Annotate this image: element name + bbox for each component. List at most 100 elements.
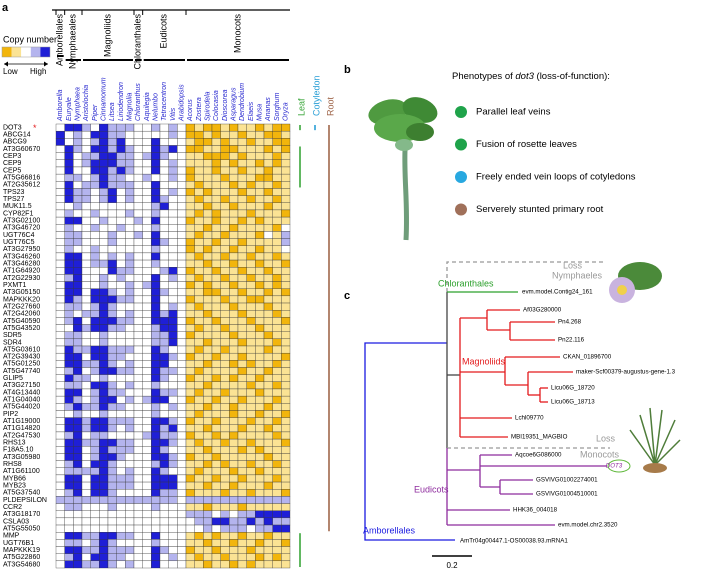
heatmap-cell (151, 302, 161, 311)
heatmap-cell (133, 202, 143, 211)
heatmap-cell (99, 181, 109, 189)
heatmap-cell (281, 310, 291, 318)
heatmap-cell (64, 188, 74, 196)
heatmap-cell (142, 259, 152, 268)
heatmap-cell (229, 295, 239, 304)
heatmap-cell (177, 317, 187, 325)
heatmap-cell (281, 496, 291, 504)
heatmap-cell (263, 360, 273, 368)
heatmap-cell (133, 224, 143, 232)
gene-label: AT3G05980 (3, 454, 40, 461)
heatmap-cell (125, 553, 135, 562)
heatmap-cell (125, 374, 135, 382)
heatmap-cell (81, 417, 91, 425)
heatmap-cell (159, 481, 169, 490)
heatmap-cell (64, 288, 74, 297)
heatmap-cell (255, 130, 265, 139)
heatmap-cell (185, 302, 195, 311)
gene-label: AT3G02100 (3, 218, 40, 225)
heatmap-cell (255, 510, 265, 519)
heatmap-cell (142, 374, 152, 382)
heatmap-cell (229, 130, 239, 139)
heatmap-cell (220, 417, 230, 425)
heatmap-cell (90, 173, 100, 182)
heatmap-cell (64, 138, 74, 146)
heatmap-cell (64, 195, 74, 203)
heatmap-cell (185, 166, 195, 175)
heatmap-cell (116, 403, 126, 411)
heatmap-cell (125, 202, 135, 211)
heatmap-cell (125, 252, 135, 261)
heatmap-cell (81, 431, 91, 440)
heatmap-cell (281, 267, 291, 275)
heatmap-cell (142, 524, 152, 533)
heatmap-cell (177, 431, 187, 440)
heatmap-cell (133, 467, 143, 476)
heatmap-cell (64, 231, 74, 239)
heatmap-cell (73, 503, 83, 511)
gene-label: MAPKKK20 (3, 296, 40, 303)
heatmap-cell (246, 539, 256, 547)
heatmap-cell (194, 195, 204, 203)
heatmap-cell (55, 188, 65, 196)
heatmap-cell (263, 166, 273, 175)
heatmap-cell (64, 295, 74, 304)
heatmap-cell (159, 524, 169, 533)
heatmap-cell (142, 532, 152, 540)
heatmap-cell (203, 489, 213, 497)
heatmap-cell (177, 216, 187, 225)
heatmap-cell (220, 352, 230, 361)
tree-tip-label: GSVIVG01004510001 (536, 491, 598, 498)
heatmap-cell (159, 546, 169, 554)
heatmap-cell (229, 345, 239, 354)
heatmap-cell (81, 467, 91, 476)
heatmap-cell (255, 281, 265, 289)
heatmap-cell (255, 231, 265, 239)
heatmap-cell (73, 553, 83, 562)
heatmap-cell (263, 367, 273, 375)
heatmap-cell (203, 417, 213, 425)
heatmap-cell (116, 460, 126, 468)
heatmap-cell (168, 410, 178, 418)
heatmap-cell (159, 188, 169, 196)
tree-tip-label: Licu06G_18720 (551, 385, 595, 392)
heatmap-cell (116, 446, 126, 454)
heatmap-cell (281, 181, 291, 189)
heatmap-cell (116, 159, 126, 168)
heatmap-cell (99, 460, 109, 468)
gene-label: ABCG14 (3, 132, 31, 139)
heatmap-cell (246, 338, 256, 347)
heatmap-cell (81, 130, 91, 139)
heatmap-cell (90, 438, 100, 447)
heatmap-cell (125, 238, 135, 246)
heatmap-cell (237, 424, 247, 433)
heatmap-cell (107, 424, 117, 433)
heatmap-cell (73, 238, 83, 246)
heatmap-cell (272, 310, 282, 318)
heatmap-cell (281, 238, 291, 246)
heatmap-cell (237, 267, 247, 275)
heatmap-cell (272, 417, 282, 425)
heatmap-cell (177, 281, 187, 289)
heatmap-cell (229, 173, 239, 182)
heatmap-cell (151, 202, 161, 211)
heatmap-cell (220, 252, 230, 261)
heatmap-cell (55, 381, 65, 390)
heatmap-cell (263, 152, 273, 160)
heatmap-cell (90, 417, 100, 425)
heatmap-cell (194, 481, 204, 490)
heatmap-cell (90, 159, 100, 168)
heatmap-cell (125, 417, 135, 425)
heatmap-cell (177, 410, 187, 418)
heatmap-cell (159, 123, 169, 132)
heatmap-cell (194, 324, 204, 332)
species-label: Nelumbo (153, 93, 160, 121)
heatmap-cell (229, 231, 239, 239)
heatmap-cell (151, 367, 161, 375)
gene-label: F18A5.10 (3, 447, 33, 454)
heatmap-cell (194, 489, 204, 497)
gene-label: CEP5 (3, 167, 21, 174)
heatmap-cell (220, 388, 230, 397)
heatmap-cell (211, 431, 221, 440)
